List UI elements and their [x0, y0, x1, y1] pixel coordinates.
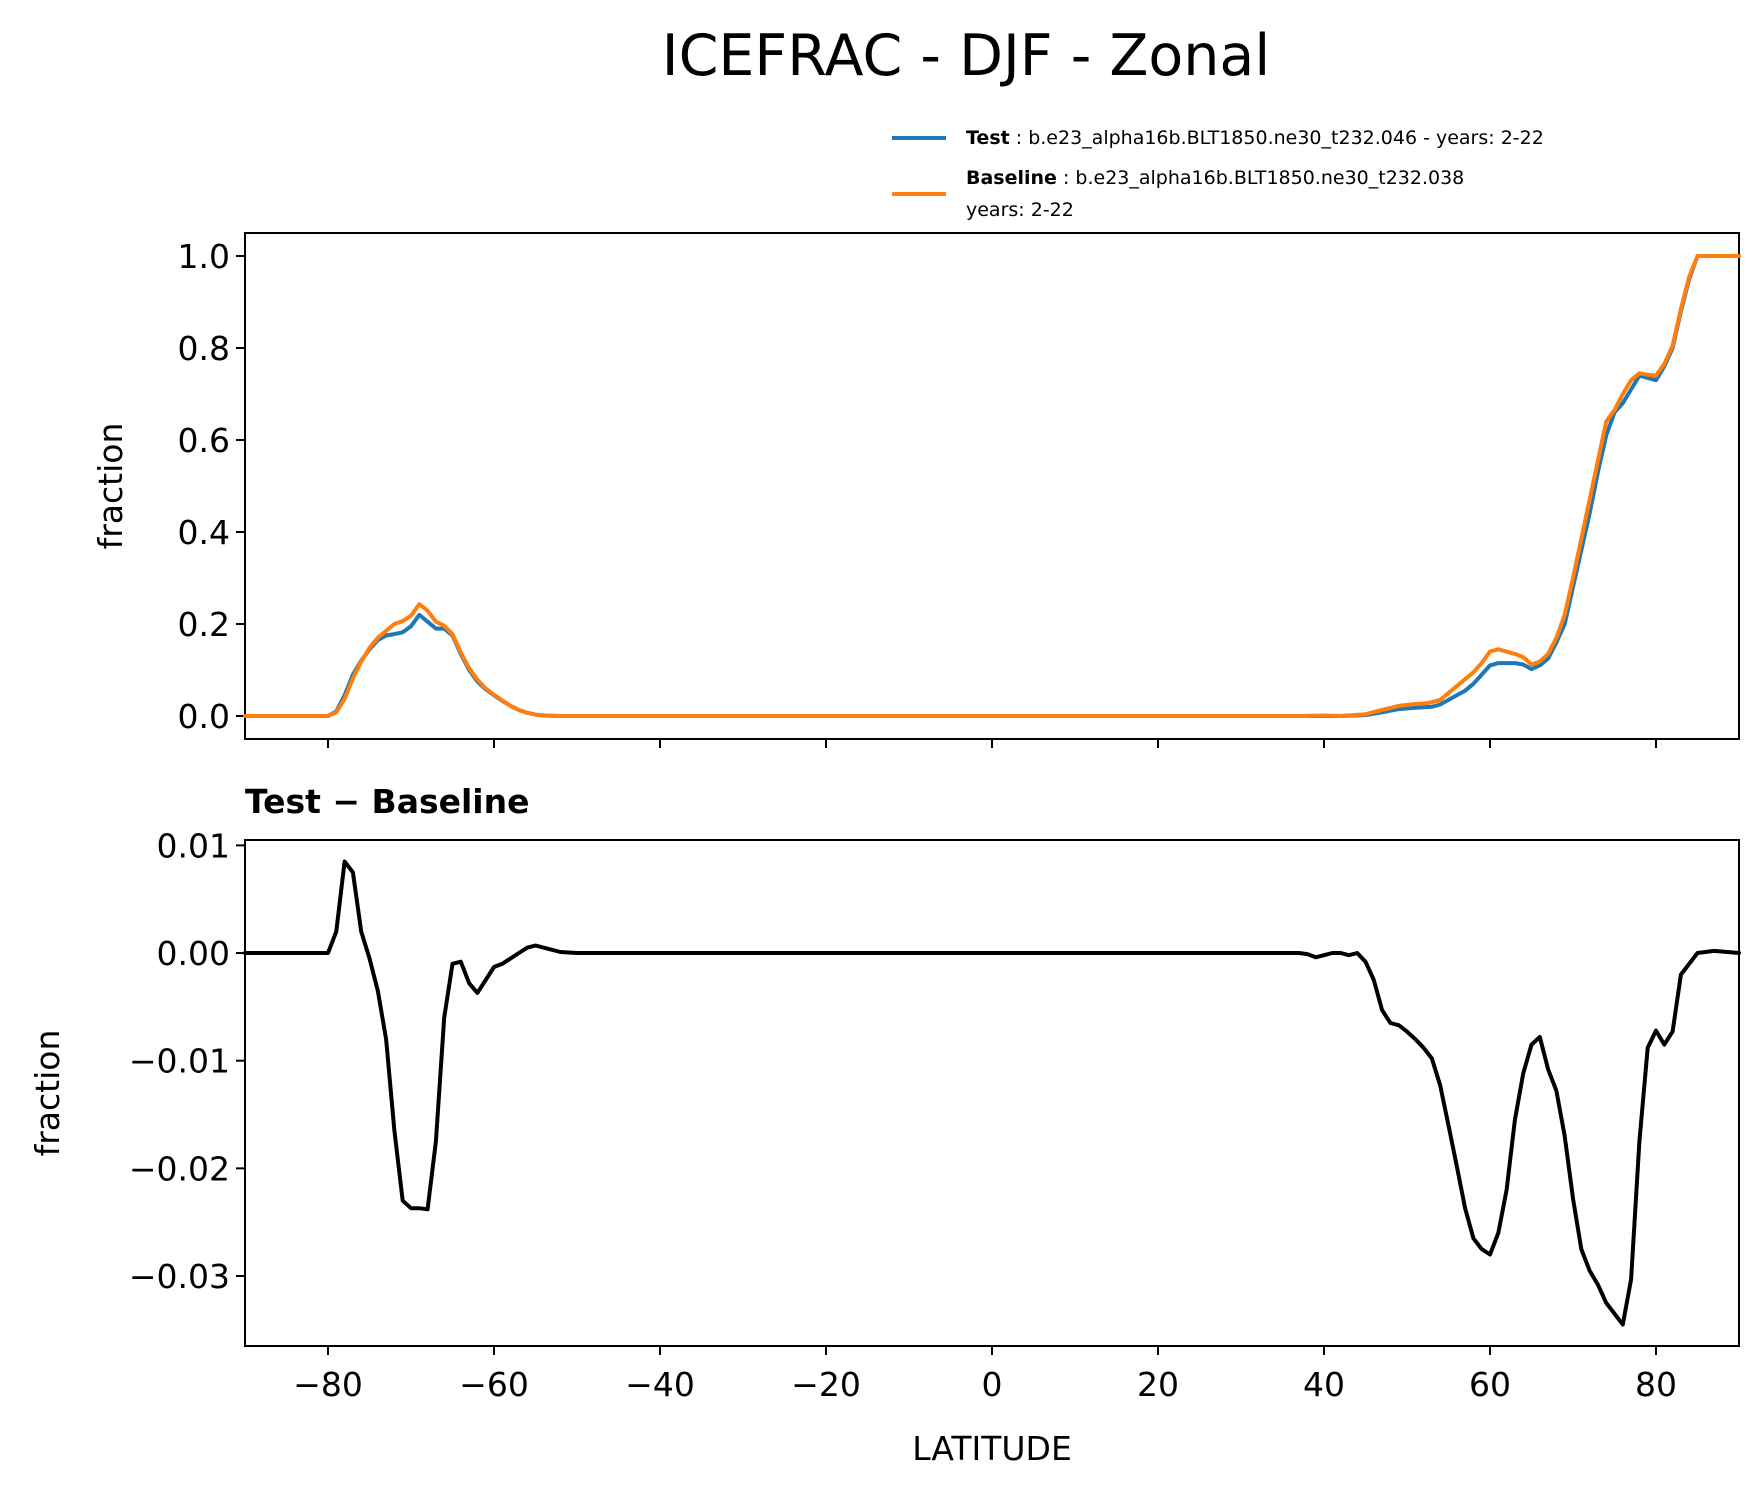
bottom-y-tick-label: 0.01 [157, 826, 230, 865]
legend-baseline-text-line2: years: 2-22 [966, 199, 1074, 221]
top-y-tick-label: 0.0 [178, 697, 230, 736]
bottom-x-tick-label: −20 [791, 1365, 861, 1404]
difference-series-line [243, 859, 1741, 1327]
legend-test-text: b.e23_alpha16b.BLT1850.ne30_t232.046 - y… [1028, 127, 1544, 149]
bottom-y-tick-label: −0.01 [129, 1042, 230, 1081]
bottom-x-tick-label: −60 [459, 1365, 529, 1404]
bottom-panel-x-ticks: −80 −60 −40 −20 0 20 40 60 80 [293, 1346, 1677, 1404]
top-y-tick-label: 0.4 [178, 513, 230, 552]
bottom-panel-title: Test − Baseline [245, 782, 530, 821]
legend-test-label: Test [966, 127, 1010, 149]
top-y-tick-label: 0.2 [178, 605, 230, 644]
legend-baseline-text: b.e23_alpha16b.BLT1850.ne30_t232.038 [1075, 167, 1464, 189]
bottom-y-tick-label: 0.00 [157, 934, 230, 973]
baseline-series-line [243, 254, 1741, 718]
bottom-x-tick-label: 0 [982, 1365, 1003, 1404]
bottom-x-tick-label: 20 [1137, 1365, 1179, 1404]
bottom-panel: Test − Baseline 0.010.00−0.01−0.02−0.03 … [28, 782, 1741, 1468]
legend-baseline-entry: Baseline : b.e23_alpha16b.BLT1850.ne30_t… [966, 167, 1464, 189]
legend-baseline-label: Baseline [966, 167, 1057, 189]
bottom-x-tick-label: 80 [1635, 1365, 1677, 1404]
bottom-panel-y-ticks: 0.01 0.00 −0.01 −0.02 −0.03 [129, 826, 245, 1296]
top-y-tick-label: 0.8 [178, 329, 230, 368]
bottom-y-tick-label: −0.03 [129, 1257, 230, 1296]
legend-test-entry: Test : b.e23_alpha16b.BLT1850.ne30_t232.… [966, 127, 1544, 149]
top-y-tick-label: 1.0 [178, 237, 230, 276]
top-y-tick-label: 0.6 [178, 421, 230, 460]
x-axis-label: LATITUDE [912, 1429, 1072, 1468]
bottom-x-tick-label: 40 [1303, 1365, 1345, 1404]
top-panel-y-ticks: 0.0 0.2 0.4 0.6 0.8 1.0 [178, 237, 245, 736]
bottom-y-tick-label: −0.02 [129, 1149, 230, 1188]
top-panel-x-ticks [327, 739, 1657, 748]
top-panel: 0.0 0.2 0.4 0.6 0.8 1.0 fraction [91, 232, 1741, 748]
legend: Test : b.e23_alpha16b.BLT1850.ne30_t232.… [892, 127, 1544, 221]
top-panel-y-axis-label: fraction [91, 423, 130, 550]
bottom-panel-lines [243, 859, 1741, 1327]
bottom-x-tick-label: 60 [1469, 1365, 1511, 1404]
bottom-x-tick-label: −80 [293, 1365, 363, 1404]
figure-title: ICEFRAC - DJF - Zonal [662, 23, 1270, 89]
top-panel-lines [243, 254, 1741, 718]
bottom-x-tick-label: −40 [625, 1365, 695, 1404]
bottom-panel-y-axis-label: fraction [28, 1030, 67, 1157]
